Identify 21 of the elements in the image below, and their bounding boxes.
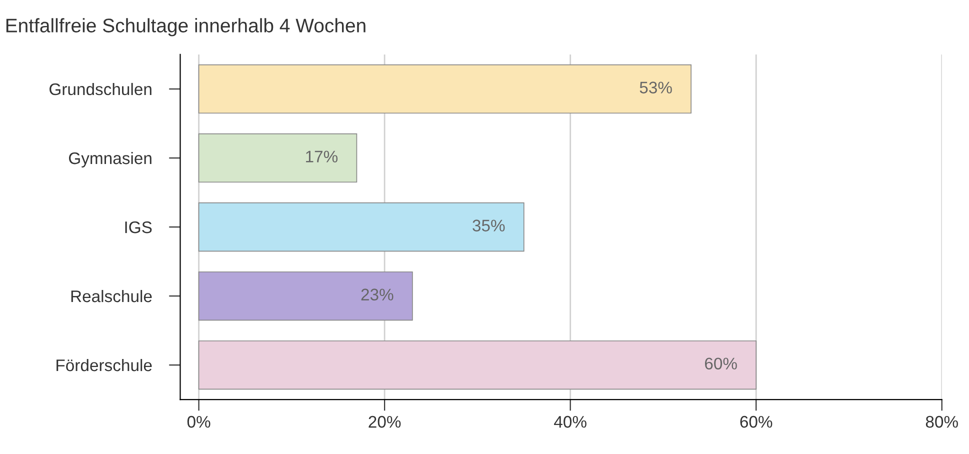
x-tick-label: 60% <box>740 416 772 428</box>
chart-title: Entfallfreie Schultage innerhalb 4 Wochen <box>6 18 366 36</box>
bar <box>198 64 692 114</box>
data-label: 60% <box>705 358 737 370</box>
y-tick-label: Realschule <box>71 290 152 302</box>
x-tick-label: 40% <box>554 416 586 428</box>
x-tick-label: 0% <box>187 416 210 428</box>
x-tick-label: 80% <box>926 416 958 428</box>
y-tick-label: Grundschulen <box>50 82 152 96</box>
data-label: 53% <box>640 82 672 94</box>
x-tick-label: 20% <box>368 416 401 428</box>
bar <box>198 340 757 390</box>
y-tick-label: Gymnasien <box>69 152 152 168</box>
bar <box>198 133 358 183</box>
bar <box>198 202 524 252</box>
data-label: 17% <box>306 150 338 162</box>
y-tick-label: Förderschule <box>56 358 152 372</box>
data-label: 23% <box>361 288 394 300</box>
bar <box>198 271 413 321</box>
data-label: 35% <box>472 220 505 232</box>
y-tick-label: IGS <box>125 221 152 234</box>
